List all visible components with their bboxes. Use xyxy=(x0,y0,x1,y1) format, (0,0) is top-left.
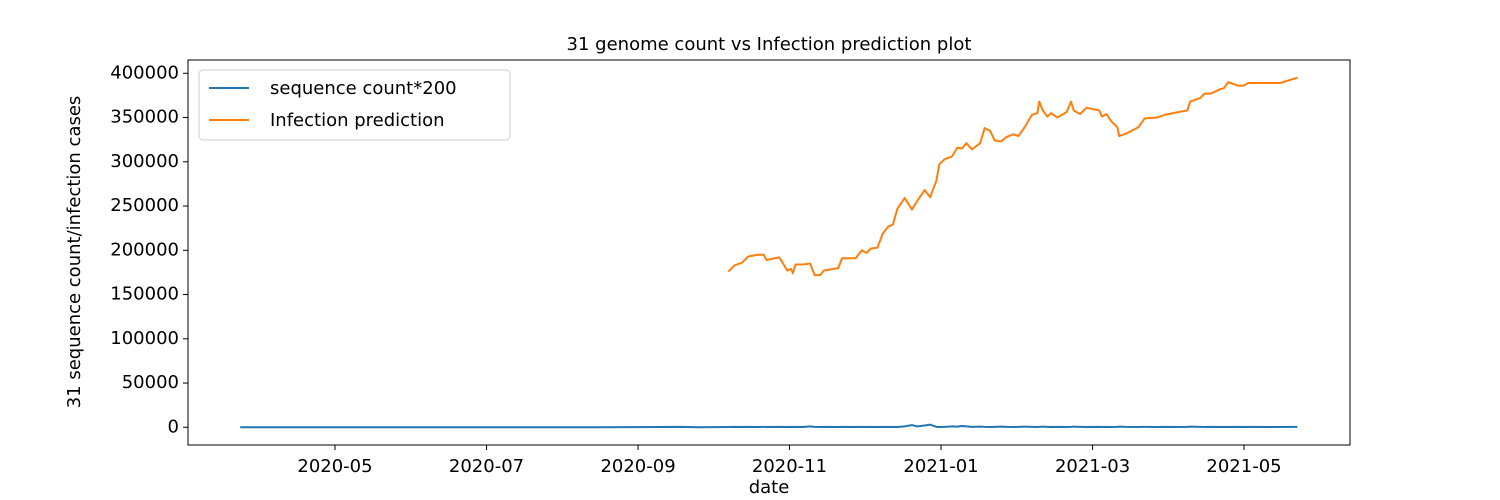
y-tick-label: 0 xyxy=(168,416,179,437)
y-tick-label: 300000 xyxy=(110,151,179,172)
y-tick-label: 50000 xyxy=(122,372,179,393)
x-tick-label: 2020-11 xyxy=(752,456,827,477)
y-tick-label: 250000 xyxy=(110,195,179,216)
y-tick-label: 400000 xyxy=(110,62,179,83)
y-tick-label: 100000 xyxy=(110,328,179,349)
y-axis-label: 31 sequence count/infection cases xyxy=(64,96,85,409)
axes-frame xyxy=(187,59,1351,446)
series-line xyxy=(727,76,1298,277)
legend-box xyxy=(198,69,511,141)
x-tick-label: 2021-03 xyxy=(1055,456,1130,477)
x-axis-label: date xyxy=(749,477,790,498)
x-tick-label: 2021-01 xyxy=(903,456,978,477)
y-tick-label: 150000 xyxy=(110,284,179,305)
y-tick-label: 350000 xyxy=(110,107,179,128)
legend-label: Infection prediction xyxy=(270,110,445,131)
x-tick-label: 2020-05 xyxy=(297,456,372,477)
chart-title: 31 genome count vs Infection prediction … xyxy=(567,34,972,55)
series-line xyxy=(240,423,1298,429)
x-tick-label: 2021-05 xyxy=(1206,456,1281,477)
x-tick-label: 2020-07 xyxy=(449,456,524,477)
legend-label: sequence count*200 xyxy=(270,78,457,99)
x-tick-label: 2020-09 xyxy=(600,456,675,477)
y-tick-label: 200000 xyxy=(110,239,179,260)
